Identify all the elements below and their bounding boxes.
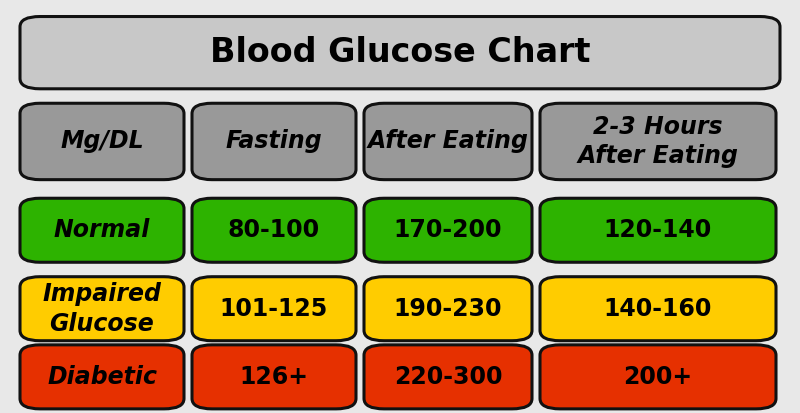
Text: 170-200: 170-200: [394, 218, 502, 242]
Text: After Eating: After Eating: [367, 129, 529, 154]
Text: Impaired
Glucose: Impaired Glucose: [42, 282, 162, 336]
Text: Normal: Normal: [54, 218, 150, 242]
FancyBboxPatch shape: [364, 103, 532, 180]
Text: 140-160: 140-160: [604, 297, 712, 321]
FancyBboxPatch shape: [20, 277, 184, 341]
Text: 101-125: 101-125: [220, 297, 328, 321]
Text: 126+: 126+: [239, 365, 309, 389]
FancyBboxPatch shape: [20, 17, 780, 89]
Text: Fasting: Fasting: [226, 129, 322, 154]
Text: 120-140: 120-140: [604, 218, 712, 242]
Text: 190-230: 190-230: [394, 297, 502, 321]
FancyBboxPatch shape: [20, 345, 184, 409]
FancyBboxPatch shape: [192, 103, 356, 180]
Text: Diabetic: Diabetic: [47, 365, 157, 389]
FancyBboxPatch shape: [192, 198, 356, 262]
FancyBboxPatch shape: [192, 277, 356, 341]
Text: 220-300: 220-300: [394, 365, 502, 389]
FancyBboxPatch shape: [192, 345, 356, 409]
FancyBboxPatch shape: [540, 277, 776, 341]
FancyBboxPatch shape: [540, 198, 776, 262]
FancyBboxPatch shape: [20, 198, 184, 262]
Text: Blood Glucose Chart: Blood Glucose Chart: [210, 36, 590, 69]
Text: 80-100: 80-100: [228, 218, 320, 242]
FancyBboxPatch shape: [20, 103, 184, 180]
FancyBboxPatch shape: [364, 345, 532, 409]
FancyBboxPatch shape: [540, 103, 776, 180]
Text: 2-3 Hours
After Eating: 2-3 Hours After Eating: [578, 114, 738, 169]
FancyBboxPatch shape: [540, 345, 776, 409]
Text: 200+: 200+: [623, 365, 693, 389]
FancyBboxPatch shape: [364, 277, 532, 341]
FancyBboxPatch shape: [364, 198, 532, 262]
Text: Mg/DL: Mg/DL: [60, 129, 144, 154]
